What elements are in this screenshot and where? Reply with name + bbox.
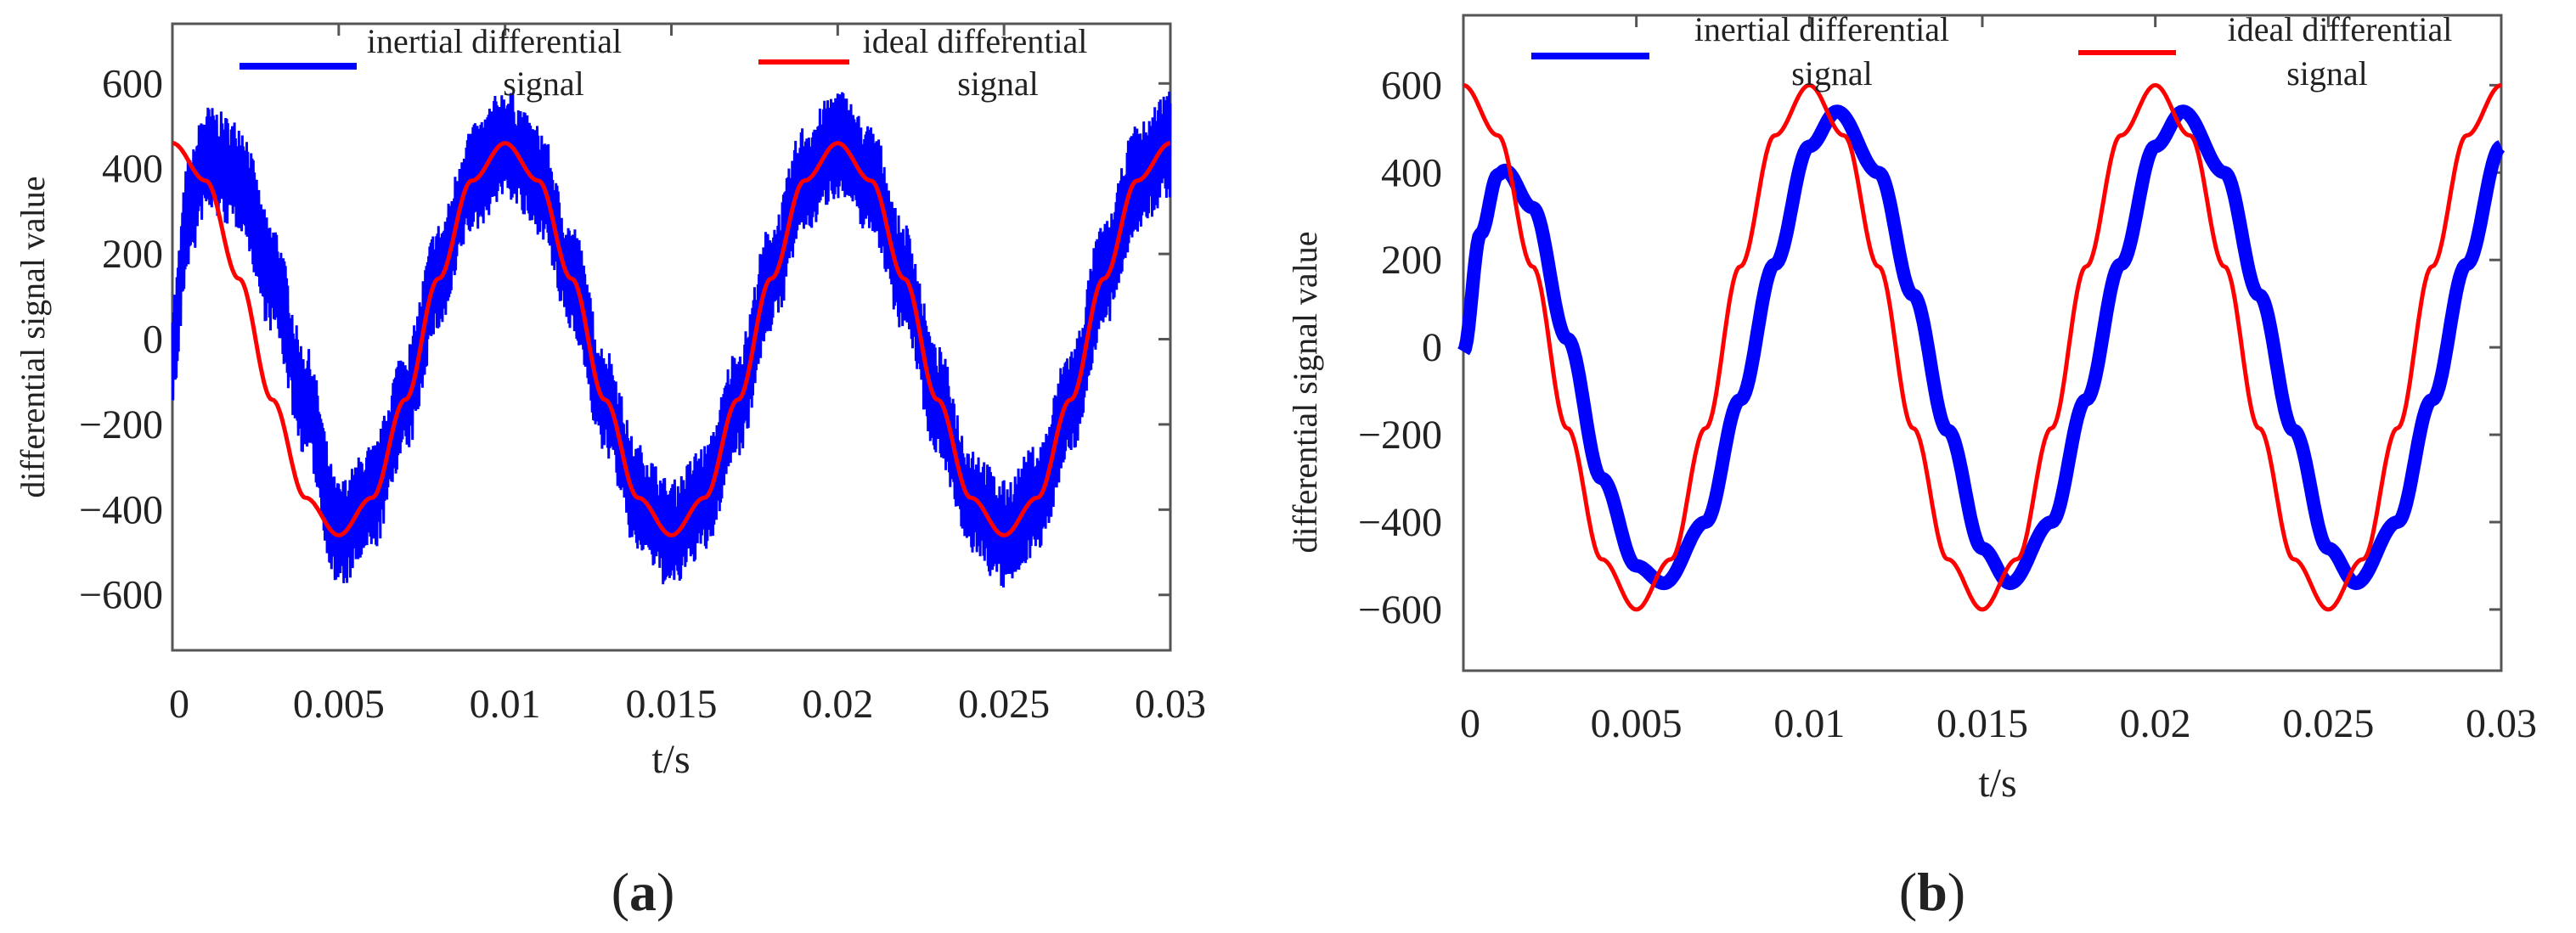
legend-label-inertial-a-line2: signal — [503, 65, 584, 103]
caption-b: (b) — [1899, 862, 1965, 922]
y-tick-label: −400 — [1358, 500, 1442, 545]
x-tick-label: 0.03 — [1135, 682, 1206, 727]
y-tick-label: 600 — [102, 61, 163, 106]
x-tick-label: 0 — [1460, 701, 1480, 746]
x-tick-label: 0.015 — [1936, 701, 2028, 746]
legend-b: inertial differential signal ideal diffe… — [1531, 10, 2452, 93]
series-line-inertial-differential-signal — [171, 91, 1172, 588]
x-tick-label: 0.02 — [2120, 701, 2191, 746]
caption-b-open: ( — [1899, 862, 1917, 922]
chart-panel-a: 600 400 200 0 −200 −400 −600 0 0.005 0.01 0.015 0.… — [14, 22, 1206, 922]
x-axis-label-b: t/s — [1978, 761, 2016, 806]
y-axis-label-b: differential signal value — [1286, 231, 1324, 553]
x-axis-label-a: t/s — [651, 737, 690, 782]
x-tick-label: 0.005 — [293, 682, 385, 727]
x-tick-label: 0.025 — [958, 682, 1050, 727]
series-layer-b — [1457, 82, 2506, 612]
y-tick-label: 600 — [1381, 63, 1442, 108]
caption-a: (a) — [612, 862, 675, 922]
legend-label-ideal-b-line2: signal — [2286, 54, 2368, 93]
legend-label-inertial-b-line2: signal — [1791, 54, 1873, 93]
x-tick-label: 0.015 — [626, 682, 718, 727]
legend-a: inertial differential signal ideal diffe… — [240, 22, 1087, 103]
y-tick-label: −600 — [79, 573, 163, 618]
y-ticks-b: 600 400 200 0 −200 −400 −600 — [1358, 63, 2501, 632]
y-tick-label: 400 — [102, 147, 163, 192]
y-axis-label-a: differential signal value — [14, 176, 52, 497]
caption-b-letter: b — [1917, 862, 1948, 922]
series-layer-a — [171, 91, 1172, 588]
legend-label-inertial-a-line1: inertial differential — [367, 22, 622, 60]
y-ticks-a: 600 400 200 0 −200 −400 −600 — [79, 61, 1170, 618]
x-tick-label: 0.02 — [802, 682, 873, 727]
x-tick-label: 0.01 — [1773, 701, 1845, 746]
y-tick-label: 0 — [143, 318, 163, 363]
caption-a-open: ( — [612, 862, 629, 922]
x-ticks-b: 0 0.005 0.01 0.015 0.02 0.025 0.03 — [1460, 15, 2537, 746]
series-line-ideal-differential-signal — [172, 141, 1171, 537]
series-line-ideal-differential-signal — [1463, 82, 2502, 612]
caption-b-close: ) — [1948, 862, 1965, 922]
y-tick-label: −200 — [1358, 413, 1442, 458]
x-tick-label: 0.025 — [2282, 701, 2374, 746]
x-tick-label: 0.005 — [1591, 701, 1683, 746]
y-tick-label: −600 — [1358, 587, 1442, 632]
caption-a-close: ) — [657, 862, 674, 922]
legend-label-ideal-a-line2: signal — [957, 65, 1039, 103]
y-tick-label: 200 — [1381, 238, 1442, 283]
series-line-inertial-differential-signal — [1457, 104, 2506, 591]
y-tick-label: 400 — [1381, 150, 1442, 195]
x-tick-label: 0 — [169, 682, 189, 727]
legend-label-ideal-a-line1: ideal differential — [863, 22, 1088, 60]
legend-label-inertial-b-line1: inertial differential — [1694, 10, 1949, 48]
y-tick-label: 200 — [102, 232, 163, 277]
legend-label-ideal-b-line1: ideal differential — [2228, 10, 2453, 48]
y-tick-label: −200 — [79, 402, 163, 447]
x-tick-label: 0.01 — [470, 682, 541, 727]
x-tick-label: 0.03 — [2466, 701, 2537, 746]
chart-panel-b: 600 400 200 0 −200 −400 −600 0 0.005 0.01 0.015 0.… — [1286, 10, 2537, 922]
x-ticks-a: 0 0.005 0.01 0.015 0.02 0.025 0.03 — [169, 24, 1206, 727]
y-tick-label: −400 — [79, 487, 163, 532]
y-tick-label: 0 — [1422, 325, 1442, 370]
caption-a-letter: a — [629, 862, 657, 922]
